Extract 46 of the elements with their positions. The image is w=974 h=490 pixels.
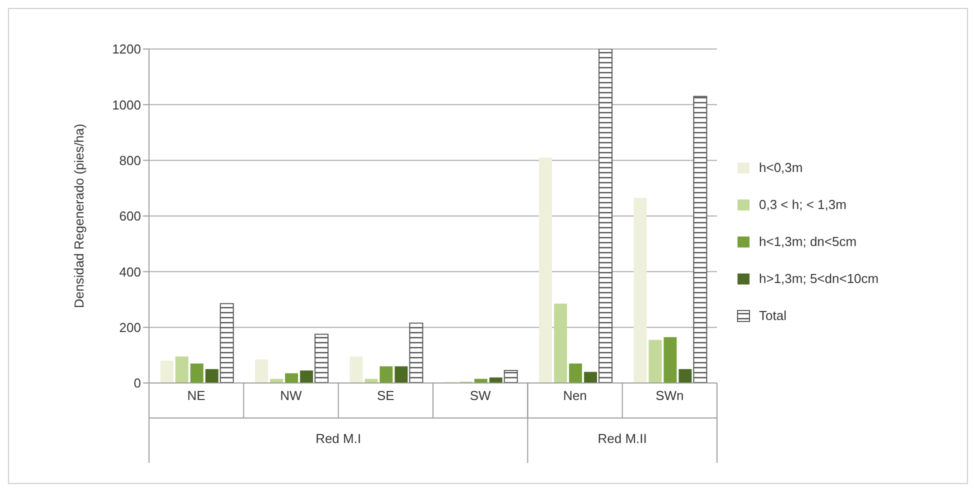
bar xyxy=(648,340,662,383)
bar xyxy=(255,359,268,383)
bar xyxy=(300,370,314,383)
bar xyxy=(598,49,613,383)
bar xyxy=(380,366,393,383)
bar xyxy=(678,369,692,383)
bar xyxy=(693,96,708,383)
bar xyxy=(285,373,298,383)
legend-label: h>1,3m; 5<dn<10cm xyxy=(759,271,879,286)
text: Red M.I xyxy=(316,431,362,446)
bar xyxy=(634,198,647,383)
x-tick-label: NW xyxy=(280,388,303,404)
bar xyxy=(504,370,518,383)
y-tick-label: 400 xyxy=(119,264,141,280)
bar xyxy=(584,372,598,383)
bar xyxy=(190,364,204,383)
y-tick-label: 0 xyxy=(134,376,141,391)
bar xyxy=(569,364,582,383)
legend-label: 0,3 < h; < 1,3m xyxy=(759,197,846,212)
bar xyxy=(539,158,552,383)
bar xyxy=(350,356,363,383)
bar xyxy=(160,360,174,383)
legend-label: h<1,3m; dn<5cm xyxy=(759,234,857,249)
y-tick-label: 600 xyxy=(119,208,141,224)
bar xyxy=(175,356,188,383)
bar xyxy=(409,322,424,383)
x-tick-label: NE xyxy=(187,388,206,404)
y-axis-title: Densidad Regenerado (pies/ha) xyxy=(72,124,87,308)
x-tick-label: Nen xyxy=(563,388,587,404)
x-tick-label: SW xyxy=(470,388,492,404)
x-tick-label: SE xyxy=(376,388,395,404)
legend-label: Total xyxy=(759,308,786,323)
bar xyxy=(554,304,568,383)
bar xyxy=(489,377,502,383)
y-tick-label: 800 xyxy=(119,152,141,168)
legend-label: h<0,3m xyxy=(759,160,803,175)
bar xyxy=(205,369,218,383)
bar xyxy=(220,303,234,383)
x-tick-label: SWn xyxy=(656,388,684,404)
bar xyxy=(314,334,329,383)
y-tick-label: 200 xyxy=(119,320,141,335)
y-tick-label: 1200 xyxy=(112,42,141,57)
bar xyxy=(394,366,408,383)
text: Red M.II xyxy=(598,431,647,446)
y-tick-label: 1000 xyxy=(112,97,141,112)
bar xyxy=(664,337,677,383)
